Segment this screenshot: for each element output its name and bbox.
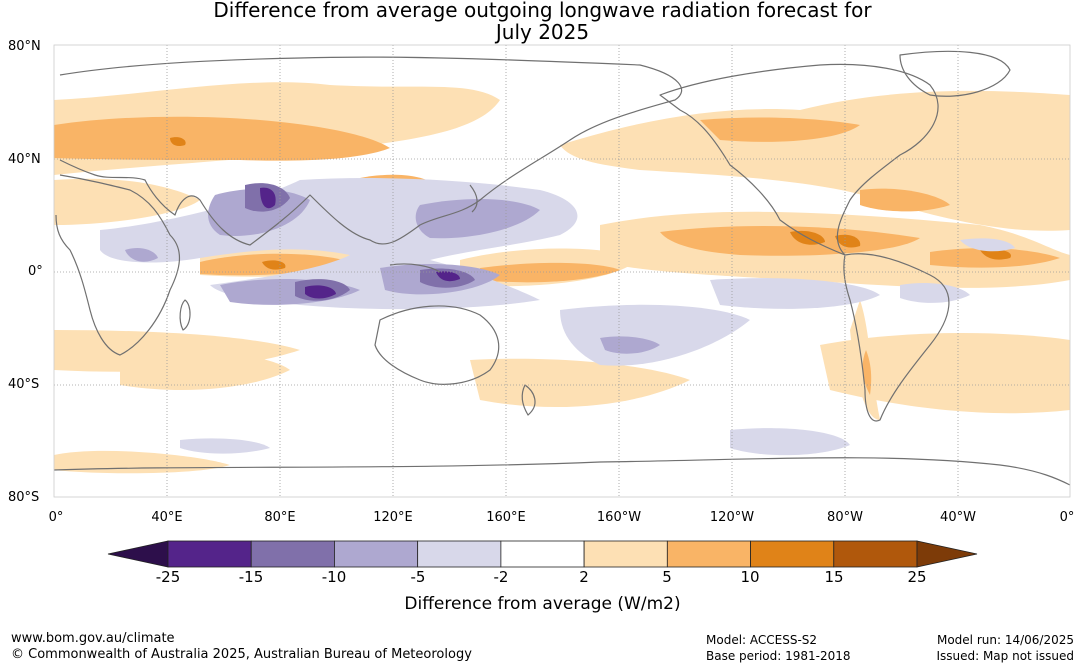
colorbar-segment: [500, 540, 585, 568]
colorbar-segment: [250, 540, 335, 568]
colorbar-tick-minus5: -5: [410, 568, 426, 586]
colorbar-label: Difference from average (W/m2): [404, 594, 681, 614]
footer-website: www.bom.gov.au/climate: [11, 631, 175, 646]
lat-label-80n: 80°N: [8, 39, 41, 54]
lon-label-120e: 120°E: [373, 510, 413, 525]
footer-issued: Issued: Map not issued: [936, 649, 1074, 663]
colorbar-tick-minus15: -15: [238, 568, 264, 586]
colorbar-segment: [417, 540, 502, 568]
anomaly-fill-minus25-to-minus15: [260, 187, 460, 299]
lon-label-160e: 160°E: [486, 510, 526, 525]
coastlines: [54, 50, 1070, 486]
colorbar-min-extension: [107, 540, 169, 568]
map-title-line-1: Difference from average outgoing longwav…: [213, 0, 872, 22]
colorbar-segment: [750, 540, 835, 568]
lon-label-40w: 40°W: [940, 510, 976, 525]
lat-label-80s: 80°S: [8, 490, 40, 505]
lon-label-0-east: 0°: [1059, 510, 1075, 525]
colorbar-tick-10: 10: [740, 568, 760, 586]
lon-label-120w: 120°W: [709, 510, 755, 525]
colorbar-tick-minus10: -10: [321, 568, 347, 586]
colorbar-tick-minus2: -2: [493, 568, 509, 586]
colorbar-segment: [334, 540, 419, 568]
footer-copyright: © Commonwealth of Australia 2025, Austra…: [11, 647, 472, 662]
lat-label-0: 0°: [28, 264, 43, 279]
colorbar-max-extension: [916, 540, 978, 568]
colorbar-segment: [167, 540, 252, 568]
lon-label-160w: 160°W: [596, 510, 642, 525]
footer-model: Model: ACCESS-S2: [706, 633, 818, 647]
colorbar-segment: [583, 540, 668, 568]
lon-label-80e: 80°E: [264, 510, 296, 525]
lon-label-0-west: 0°: [48, 510, 64, 525]
lat-label-40n: 40°N: [8, 152, 41, 167]
colorbar-tick-5: 5: [662, 568, 672, 586]
colorbar-tick-25: 25: [907, 568, 927, 586]
map-title-line-2: July 2025: [495, 20, 590, 44]
colorbar-tick-minus25: -25: [155, 568, 181, 586]
lon-label-80w: 80°W: [827, 510, 863, 525]
colorbar-segment: [666, 540, 751, 568]
colorbar-segment: [833, 540, 918, 568]
lat-label-40s: 40°S: [8, 377, 40, 392]
colorbar-tick-2: 2: [579, 568, 589, 586]
footer-base-period: Base period: 1981-2018: [706, 649, 851, 663]
footer-model-run: Model run: 14/06/2025: [936, 633, 1074, 647]
graticule: [54, 45, 1070, 497]
map-frame: [53, 44, 1071, 498]
lon-label-40e: 40°E: [151, 510, 183, 525]
colorbar-tick-15: 15: [824, 568, 844, 586]
